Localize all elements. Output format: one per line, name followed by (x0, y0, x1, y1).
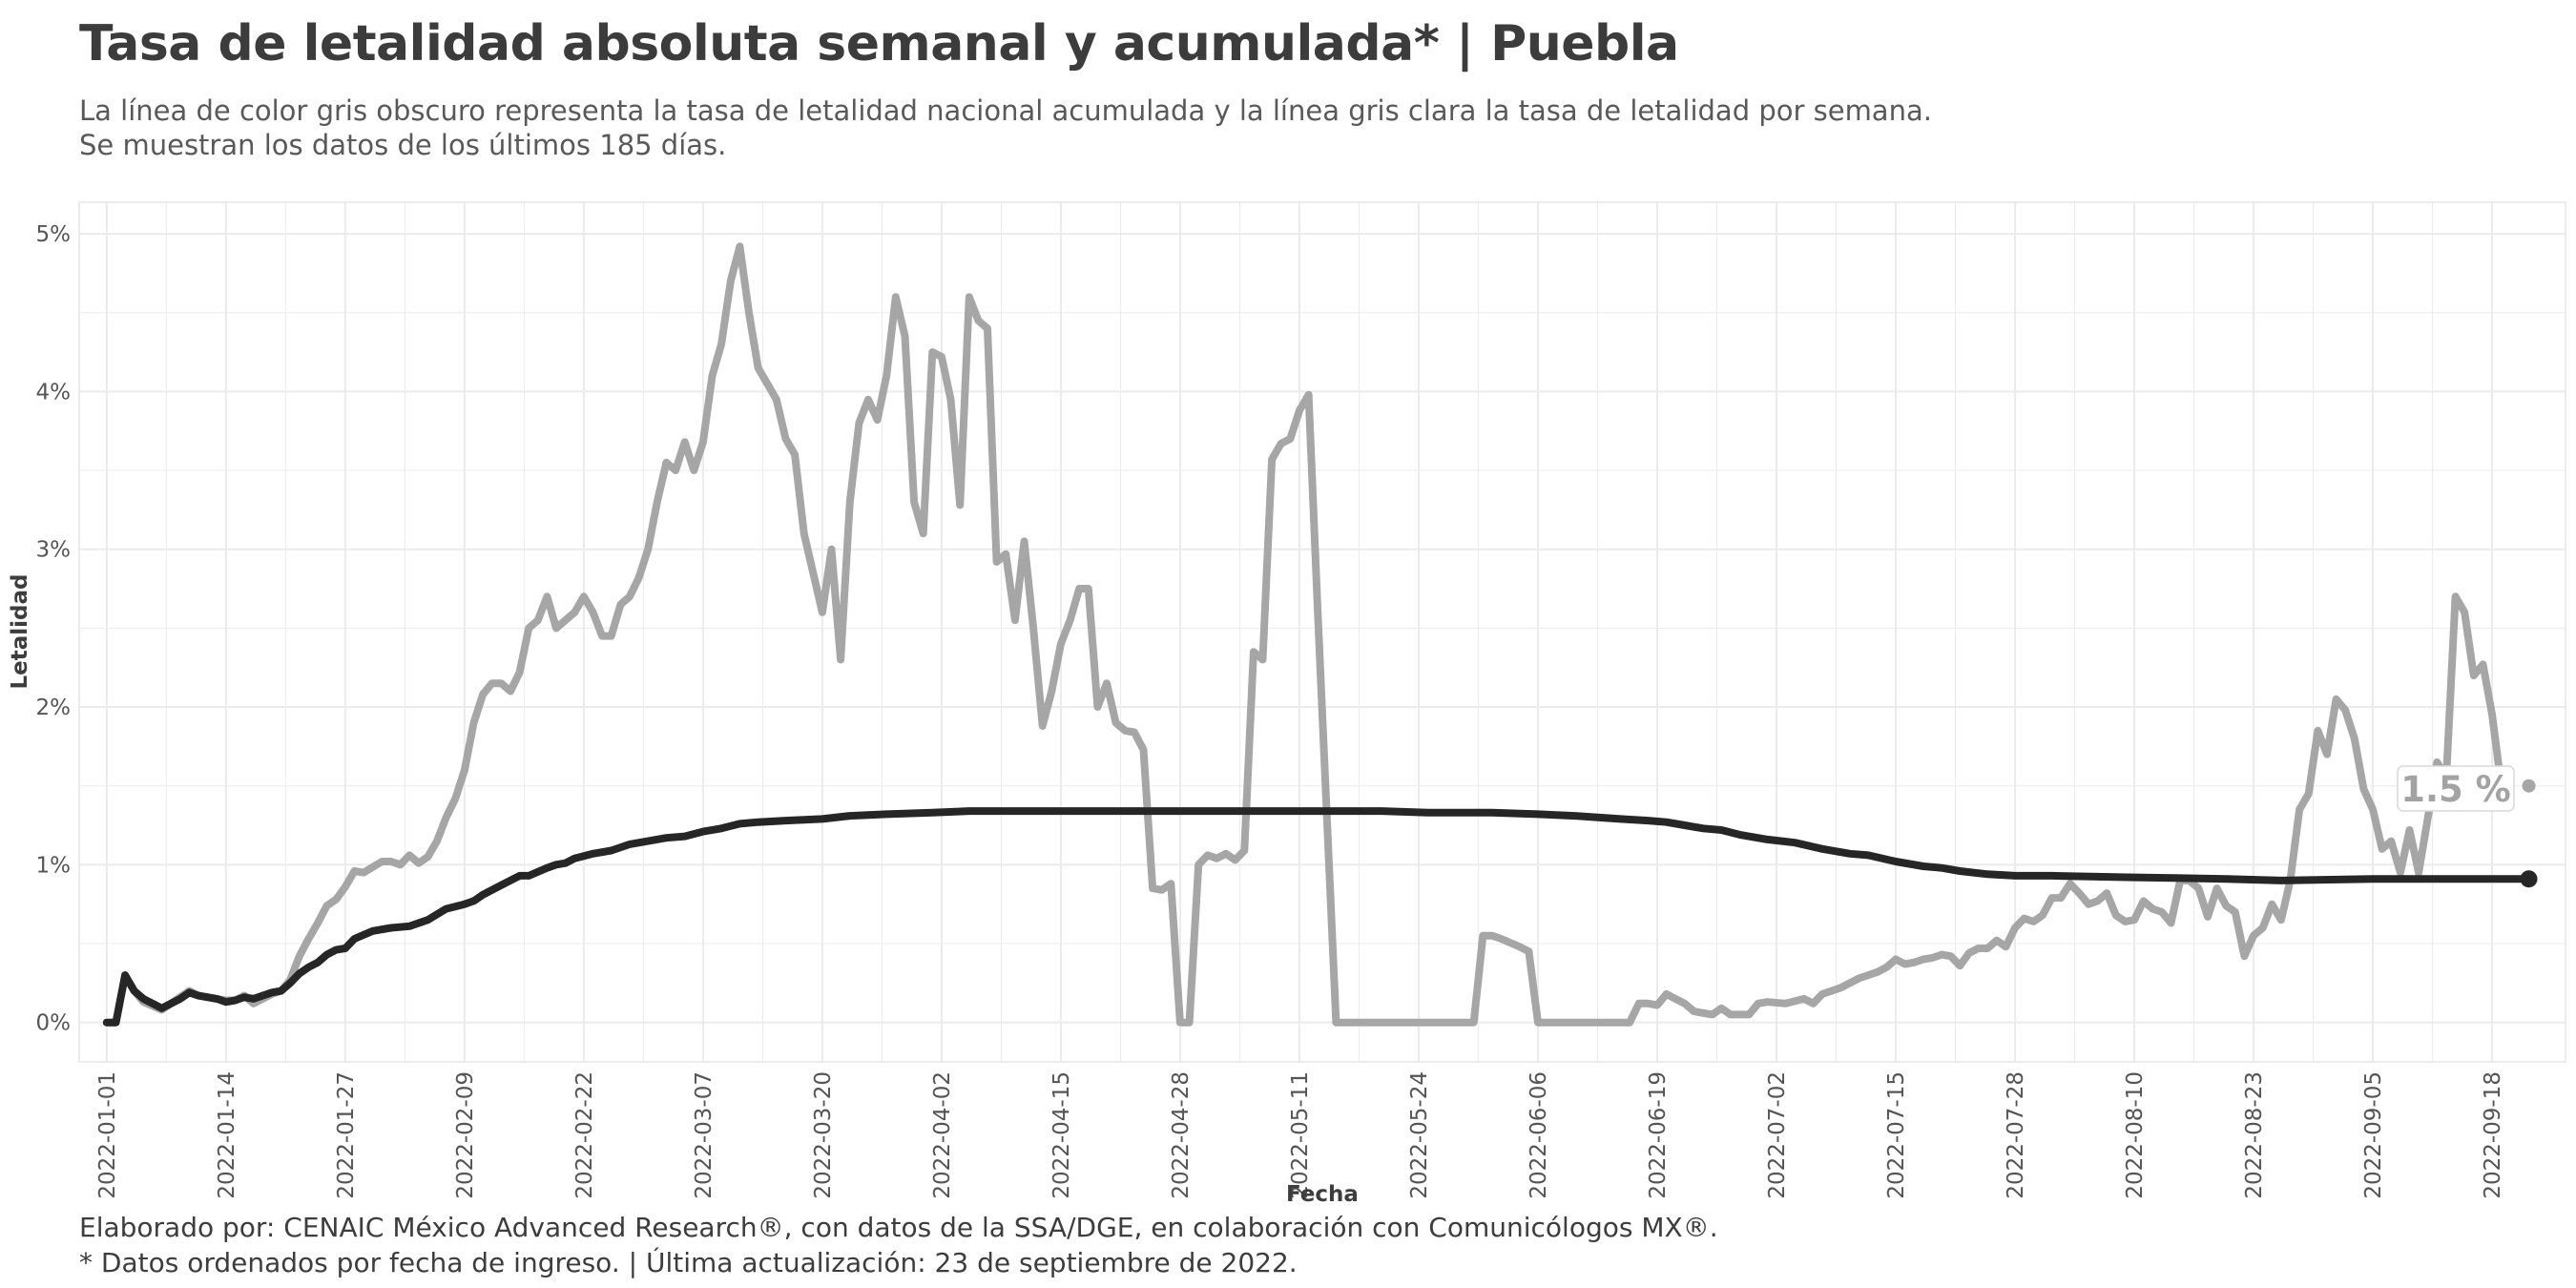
x-tick-label: 2022-01-01 (95, 1071, 120, 1199)
x-tick-label: 2022-04-02 (930, 1071, 955, 1199)
cumulative-lethality-line (102, 807, 2533, 1027)
x-tick-label: 2022-01-27 (334, 1071, 359, 1199)
cumulative-last-point (2520, 870, 2538, 888)
x-tick-label: 2022-08-10 (2123, 1071, 2148, 1199)
x-tick-label: 2022-06-19 (1646, 1071, 1671, 1199)
caption-line-1: Elaborado por: CENAIC México Advanced Re… (79, 1212, 1718, 1243)
x-axis-title: Fecha (1286, 1182, 1359, 1207)
x-axis-tick-labels: 2022-01-01 2022-01-14 2022-01-27 2022-02-09… (95, 1071, 2505, 1199)
weekly-lethality-line (102, 242, 2505, 1027)
x-tick-label: 2022-03-07 (692, 1071, 717, 1199)
x-tick-label: 2022-05-24 (1407, 1071, 1432, 1199)
subtitle-line-2: Se muestran los datos de los últimos 185… (79, 129, 727, 161)
caption-line-2: * Datos ordenados por fecha de ingreso. … (79, 1247, 1298, 1278)
x-tick-label: 2022-06-06 (1527, 1071, 1551, 1199)
x-tick-label: 2022-08-23 (2242, 1071, 2267, 1199)
x-tick-label: 2022-04-15 (1049, 1071, 1074, 1199)
x-tick-label: 2022-09-18 (2481, 1071, 2505, 1199)
y-tick-label: 1% (36, 853, 72, 878)
x-tick-label: 2022-05-11 (1288, 1071, 1313, 1199)
grid-layer (79, 202, 2566, 1062)
y-tick-label: 5% (36, 222, 72, 247)
y-axis-tick-labels: 0% 1% 2% 3% 4% 5% (36, 222, 72, 1036)
x-tick-label: 2022-01-14 (215, 1071, 239, 1199)
y-axis-title: Letalidad (8, 574, 32, 690)
x-tick-label: 2022-04-28 (1169, 1071, 1194, 1199)
y-tick-label: 3% (36, 538, 72, 563)
last-value-label: 1.5 % (2400, 769, 2511, 810)
y-tick-label: 4% (36, 380, 72, 405)
x-tick-label: 2022-09-05 (2361, 1071, 2386, 1199)
x-tick-label: 2022-07-28 (2004, 1071, 2028, 1199)
chart-title: Tasa de letalidad absoluta semanal y acu… (79, 15, 1679, 73)
last-value-label-box (2397, 765, 2515, 812)
x-tick-label: 2022-02-09 (453, 1071, 478, 1199)
weekly-last-point (2522, 779, 2536, 793)
x-tick-label: 2022-07-02 (1765, 1071, 1790, 1199)
y-tick-label: 0% (36, 1011, 72, 1036)
x-tick-label: 2022-03-20 (811, 1071, 836, 1199)
plot-panel-border (78, 201, 2566, 1063)
chart-caption: Elaborado por: CENAIC México Advanced Re… (79, 1210, 1718, 1280)
y-tick-label: 2% (36, 696, 72, 720)
x-tick-label: 2022-07-15 (1884, 1071, 1909, 1199)
chart-subtitle: La línea de color gris obscuro represent… (79, 93, 1932, 162)
x-tick-label: 2022-02-22 (572, 1071, 597, 1199)
subtitle-line-1: La línea de color gris obscuro represent… (79, 94, 1932, 127)
